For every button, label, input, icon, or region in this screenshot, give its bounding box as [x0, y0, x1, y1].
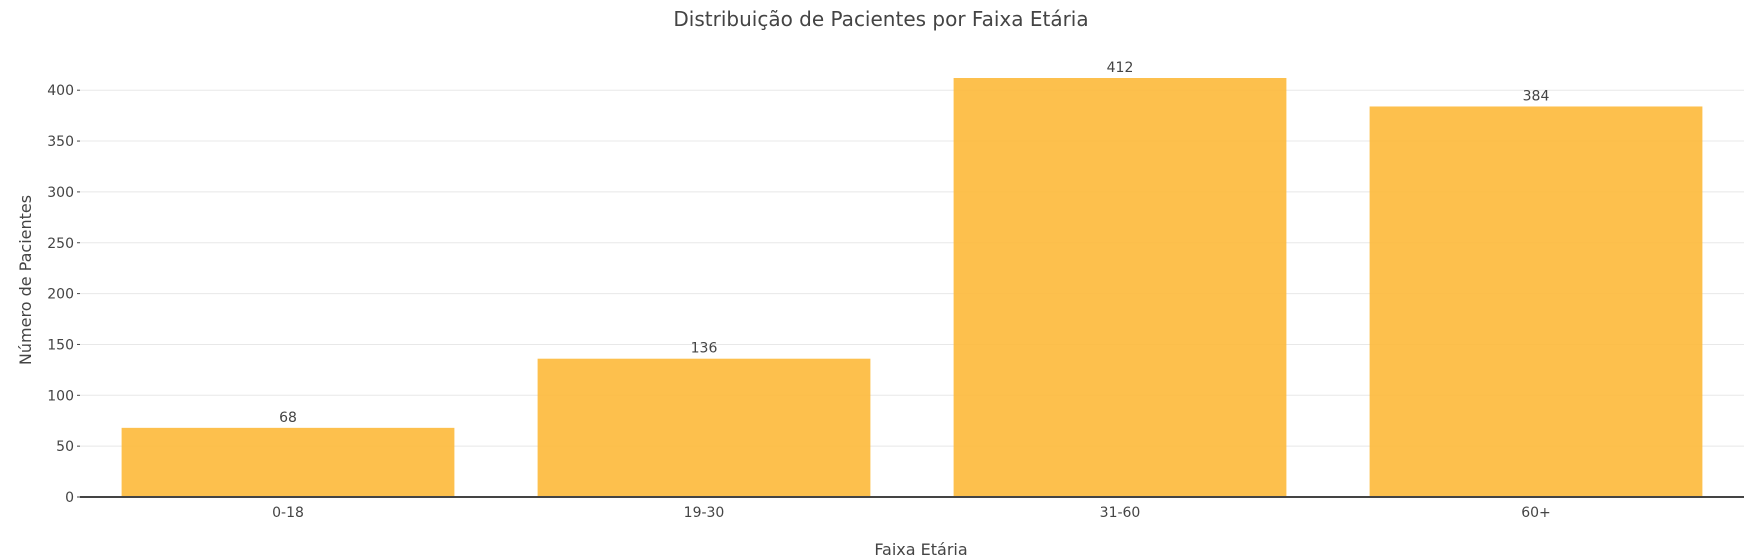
data-label: 384 — [1523, 88, 1550, 104]
gridlines — [80, 89, 1744, 447]
y-tick-label: 400 — [47, 83, 74, 99]
y-tick-label: 350 — [47, 134, 74, 150]
y-tick-label: 50 — [56, 439, 74, 455]
data-label: 68 — [279, 410, 297, 426]
y-tick-label: 300 — [47, 185, 74, 201]
bars — [121, 78, 1703, 497]
x-tick-label: 19-30 — [684, 505, 725, 521]
chart-title: Distribuição de Pacientes por Faixa Etár… — [673, 7, 1088, 31]
y-tick-label: 100 — [47, 388, 74, 404]
y-tick-label: 250 — [47, 236, 74, 252]
data-label: 136 — [691, 341, 718, 357]
x-tick-label: 31-60 — [1100, 505, 1141, 521]
data-labels: 68 136 412 384 — [279, 60, 1549, 426]
y-axis-label: Número de Pacientes — [16, 195, 35, 365]
bar-19-30 — [537, 358, 871, 497]
x-tick-label: 60+ — [1521, 505, 1551, 521]
data-label: 412 — [1107, 60, 1134, 76]
bar-60+ — [1369, 106, 1703, 497]
bar-31-60 — [953, 78, 1287, 497]
y-tick-label: 200 — [47, 287, 74, 303]
y-tick-label: 0 — [65, 490, 74, 506]
bar-0-18 — [121, 427, 455, 497]
x-tick-label: 0-18 — [272, 505, 304, 521]
y-axis-ticks: 0 50 100 150 200 250 300 350 400 — [47, 83, 80, 506]
x-axis-ticks: 0-18 19-30 31-60 60+ — [272, 505, 1551, 521]
x-axis-label: Faixa Etária — [874, 540, 967, 559]
y-tick-label: 150 — [47, 337, 74, 353]
